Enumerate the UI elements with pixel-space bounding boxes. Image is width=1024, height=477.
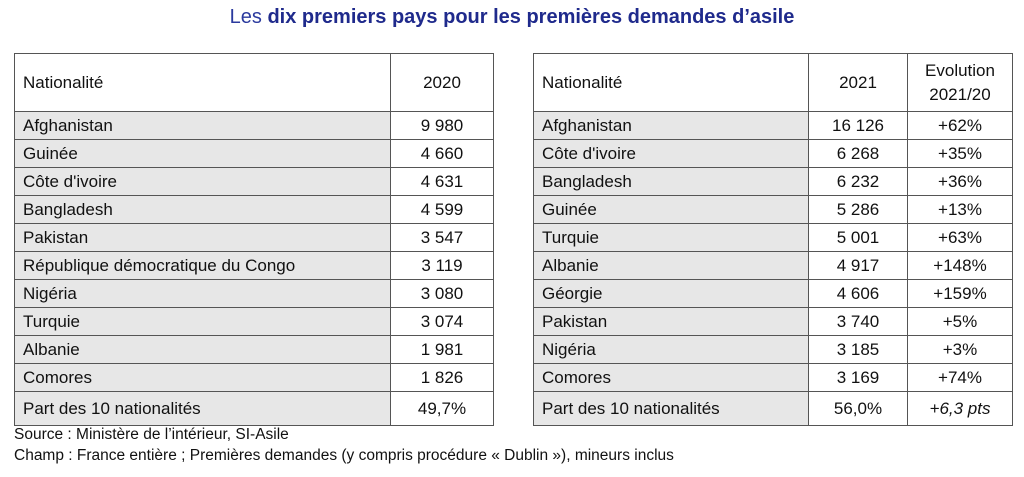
table-header-row: Nationalité 2020 [14, 53, 494, 112]
table-row: Guinée 4 660 [14, 139, 494, 168]
table-row: Géorgie 4 606 +159% [533, 279, 1013, 308]
total-row: Part des 10 nationalités 49,7% [14, 391, 494, 426]
country-cell: Bangladesh [533, 167, 809, 196]
table-row: Côte d'ivoire 6 268 +35% [533, 139, 1013, 168]
table-row: Afghanistan 9 980 [14, 111, 494, 140]
header-evolution: Evolution 2021/20 [907, 53, 1013, 112]
country-cell: Turquie [533, 223, 809, 252]
header-year-2020: 2020 [390, 53, 494, 112]
value-cell: 5 286 [808, 195, 908, 224]
country-cell: Afghanistan [533, 111, 809, 140]
table-row: Comores 1 826 [14, 363, 494, 392]
table-row: Bangladesh 4 599 [14, 195, 494, 224]
title-strong: dix premiers pays pour les premières dem… [267, 6, 795, 28]
country-cell: Côte d'ivoire [14, 167, 391, 196]
table-row: Guinée 5 286 +13% [533, 195, 1013, 224]
value-cell: 3 169 [808, 363, 908, 392]
value-cell: 3 185 [808, 335, 908, 364]
value-cell: 4 631 [390, 167, 494, 196]
header-nationality: Nationalité [533, 53, 809, 112]
evolution-cell: +159% [907, 279, 1013, 308]
evolution-cell: +35% [907, 139, 1013, 168]
table-row: Comores 3 169 +74% [533, 363, 1013, 392]
table-2020: Nationalité 2020 Afghanistan 9 980 Guiné… [14, 53, 494, 426]
header-nationality: Nationalité [14, 53, 391, 112]
value-cell: 4 660 [390, 139, 494, 168]
table-header-row: Nationalité 2021 Evolution 2021/20 [533, 53, 1013, 112]
country-cell: Nigéria [533, 335, 809, 364]
table-2021: Nationalité 2021 Evolution 2021/20 Afgha… [533, 53, 1013, 426]
header-evolution-line1: Evolution [925, 60, 995, 80]
evolution-cell: +13% [907, 195, 1013, 224]
country-cell: Bangladesh [14, 195, 391, 224]
value-cell: 5 001 [808, 223, 908, 252]
value-cell: 4 599 [390, 195, 494, 224]
header-year-2021: 2021 [808, 53, 908, 112]
country-cell: Guinée [533, 195, 809, 224]
total-evolution: +6,3 pts [907, 391, 1013, 426]
value-cell: 3 740 [808, 307, 908, 336]
value-cell: 3 074 [390, 307, 494, 336]
total-label: Part des 10 nationalités [14, 391, 391, 426]
country-cell: Afghanistan [14, 111, 391, 140]
country-cell: Albanie [533, 251, 809, 280]
country-cell: Guinée [14, 139, 391, 168]
value-cell: 6 232 [808, 167, 908, 196]
value-cell: 3 080 [390, 279, 494, 308]
table-row: Albanie 4 917 +148% [533, 251, 1013, 280]
value-cell: 16 126 [808, 111, 908, 140]
total-value: 49,7% [390, 391, 494, 426]
table-row: Turquie 3 074 [14, 307, 494, 336]
value-cell: 3 547 [390, 223, 494, 252]
value-cell: 4 606 [808, 279, 908, 308]
value-cell: 3 119 [390, 251, 494, 280]
total-row: Part des 10 nationalités 56,0% +6,3 pts [533, 391, 1013, 426]
table-row: Albanie 1 981 [14, 335, 494, 364]
value-cell: 1 826 [390, 363, 494, 392]
country-cell: Comores [533, 363, 809, 392]
evolution-cell: +74% [907, 363, 1013, 392]
evolution-cell: +62% [907, 111, 1013, 140]
country-cell: Pakistan [533, 307, 809, 336]
evolution-cell: +148% [907, 251, 1013, 280]
evolution-cell: +63% [907, 223, 1013, 252]
table-row: Nigéria 3 185 +3% [533, 335, 1013, 364]
source-note: Source : Ministère de l’intérieur, SI-As… [14, 426, 289, 443]
country-cell: Albanie [14, 335, 391, 364]
document-title: Les dix premiers pays pour les premières… [0, 6, 1024, 29]
table-row: Turquie 5 001 +63% [533, 223, 1013, 252]
country-cell: Turquie [14, 307, 391, 336]
country-cell: Nigéria [14, 279, 391, 308]
country-cell: Géorgie [533, 279, 809, 308]
value-cell: 1 981 [390, 335, 494, 364]
country-cell: Pakistan [14, 223, 391, 252]
value-cell: 4 917 [808, 251, 908, 280]
country-cell: Comores [14, 363, 391, 392]
table-row: Afghanistan 16 126 +62% [533, 111, 1013, 140]
total-label: Part des 10 nationalités [533, 391, 809, 426]
total-value: 56,0% [808, 391, 908, 426]
evolution-cell: +5% [907, 307, 1013, 336]
table-row: Bangladesh 6 232 +36% [533, 167, 1013, 196]
evolution-cell: +3% [907, 335, 1013, 364]
table-row: Nigéria 3 080 [14, 279, 494, 308]
table-row: Pakistan 3 547 [14, 223, 494, 252]
value-cell: 9 980 [390, 111, 494, 140]
scope-note: Champ : France entière ; Premières deman… [14, 447, 674, 464]
table-row: Côte d'ivoire 4 631 [14, 167, 494, 196]
table-row: République démocratique du Congo 3 119 [14, 251, 494, 280]
country-cell: Côte d'ivoire [533, 139, 809, 168]
value-cell: 6 268 [808, 139, 908, 168]
title-prefix: Les [229, 6, 262, 28]
evolution-cell: +36% [907, 167, 1013, 196]
header-evolution-line2: 2021/20 [929, 84, 991, 104]
country-cell: République démocratique du Congo [14, 251, 391, 280]
table-row: Pakistan 3 740 +5% [533, 307, 1013, 336]
